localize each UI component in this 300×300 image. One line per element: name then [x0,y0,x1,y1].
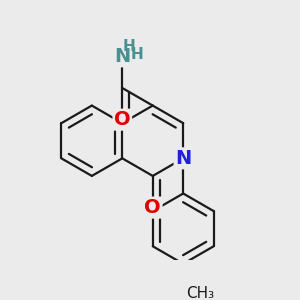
Text: N: N [175,149,191,168]
Text: CH₃: CH₃ [186,286,214,300]
Text: O: O [144,198,161,217]
Text: H: H [123,39,135,54]
Text: N: N [114,47,130,66]
Text: H: H [131,47,143,62]
Text: O: O [114,110,130,129]
